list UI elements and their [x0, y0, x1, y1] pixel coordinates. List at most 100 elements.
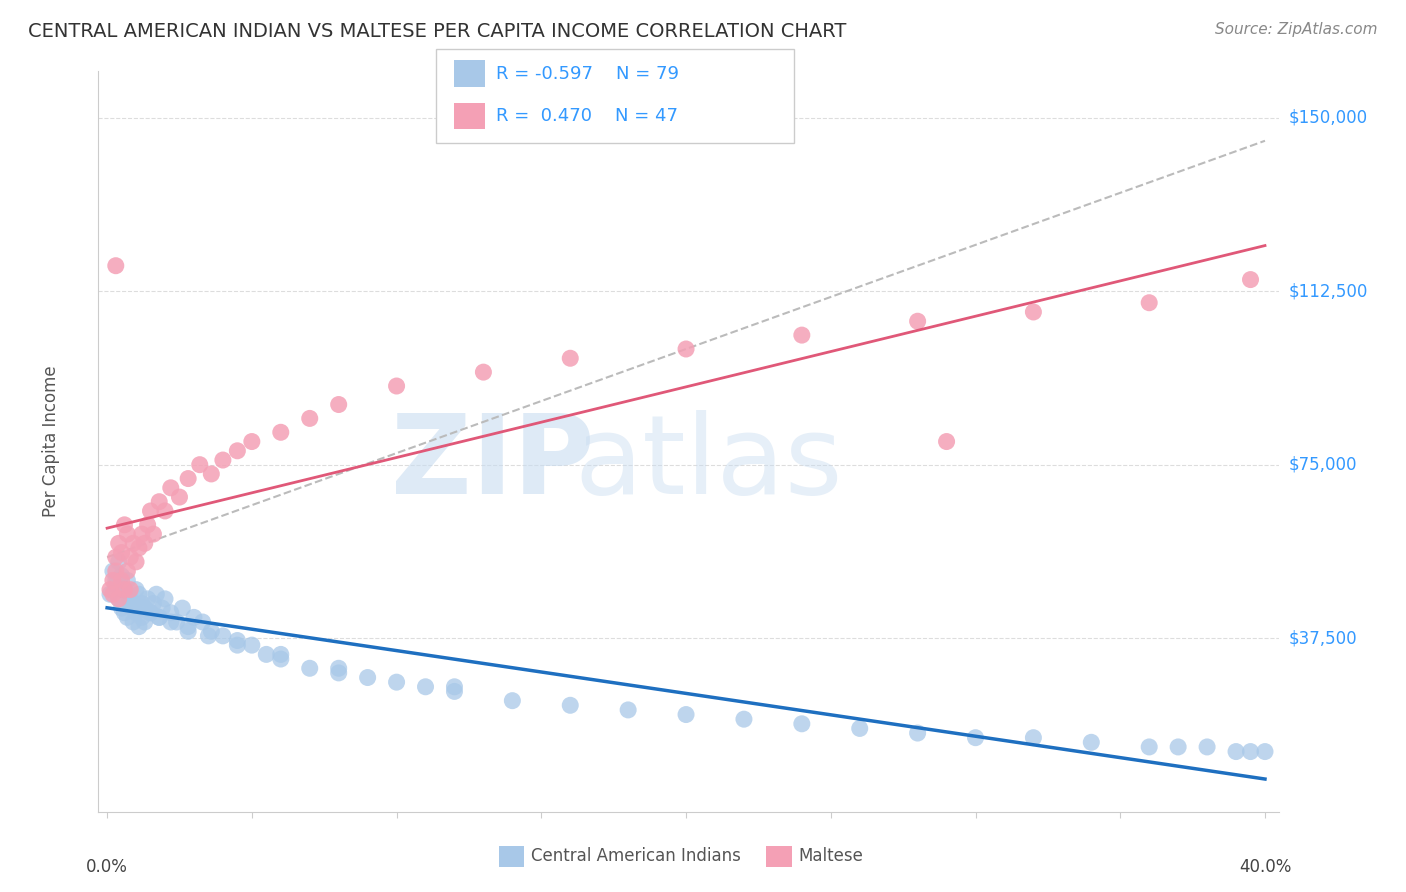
- Point: [240, 638, 263, 652]
- Point: [212, 453, 235, 467]
- Point: [122, 601, 145, 615]
- Point: [188, 458, 211, 472]
- Point: [104, 574, 127, 588]
- Point: [965, 731, 987, 745]
- Point: [114, 517, 136, 532]
- Point: [148, 610, 170, 624]
- Point: [848, 722, 870, 736]
- Text: $37,500: $37,500: [1288, 629, 1357, 648]
- Point: [150, 601, 173, 615]
- Point: [212, 629, 235, 643]
- Point: [617, 703, 640, 717]
- Point: [240, 434, 263, 449]
- Point: [183, 610, 205, 624]
- Point: [128, 619, 150, 633]
- Text: CENTRAL AMERICAN INDIAN VS MALTESE PER CAPITA INCOME CORRELATION CHART: CENTRAL AMERICAN INDIAN VS MALTESE PER C…: [28, 22, 846, 41]
- Point: [733, 712, 755, 726]
- Point: [110, 574, 132, 588]
- Point: [117, 564, 139, 578]
- Point: [1137, 739, 1160, 754]
- Point: [131, 610, 153, 624]
- Point: [117, 587, 139, 601]
- Point: [385, 675, 408, 690]
- Point: [120, 582, 142, 597]
- Point: [159, 615, 181, 629]
- Text: $150,000: $150,000: [1288, 109, 1367, 127]
- Point: [148, 494, 170, 508]
- Point: [1239, 272, 1261, 286]
- Text: atlas: atlas: [574, 410, 842, 517]
- Point: [328, 665, 350, 680]
- Point: [790, 716, 813, 731]
- Text: Source: ZipAtlas.com: Source: ZipAtlas.com: [1215, 22, 1378, 37]
- Point: [98, 587, 121, 601]
- Point: [907, 726, 929, 740]
- Point: [1022, 305, 1045, 319]
- Point: [139, 606, 162, 620]
- Point: [104, 550, 127, 565]
- Point: [443, 680, 465, 694]
- Text: R =  0.470    N = 47: R = 0.470 N = 47: [496, 107, 678, 125]
- Point: [104, 564, 127, 578]
- Point: [385, 379, 408, 393]
- Point: [907, 314, 929, 328]
- Text: 40.0%: 40.0%: [1239, 858, 1291, 876]
- Point: [169, 490, 191, 504]
- Point: [1080, 735, 1102, 749]
- Point: [110, 582, 132, 597]
- Point: [122, 615, 145, 629]
- Point: [114, 606, 136, 620]
- Point: [675, 342, 697, 356]
- Point: [254, 648, 277, 662]
- Text: $112,500: $112,500: [1288, 282, 1368, 300]
- Point: [159, 481, 181, 495]
- Text: 0.0%: 0.0%: [86, 858, 128, 876]
- Point: [328, 398, 350, 412]
- Point: [131, 527, 153, 541]
- Point: [125, 606, 148, 620]
- Point: [560, 698, 582, 713]
- Point: [131, 601, 153, 615]
- Point: [172, 601, 194, 615]
- Point: [177, 471, 200, 485]
- Point: [139, 606, 162, 620]
- Point: [200, 624, 222, 639]
- Point: [110, 545, 132, 560]
- Point: [120, 591, 142, 606]
- Point: [443, 684, 465, 698]
- Point: [270, 648, 292, 662]
- Point: [131, 597, 153, 611]
- Point: [107, 591, 129, 606]
- Point: [328, 661, 350, 675]
- Point: [472, 365, 495, 379]
- Point: [298, 411, 321, 425]
- Point: [1167, 739, 1189, 754]
- Point: [159, 606, 181, 620]
- Point: [1022, 731, 1045, 745]
- Point: [122, 597, 145, 611]
- Point: [120, 597, 142, 611]
- Point: [98, 582, 121, 597]
- Point: [675, 707, 697, 722]
- Text: Per Capita Income: Per Capita Income: [42, 366, 60, 517]
- Point: [125, 555, 148, 569]
- Point: [1197, 739, 1219, 754]
- Point: [298, 661, 321, 675]
- Point: [1137, 295, 1160, 310]
- Point: [136, 591, 159, 606]
- Text: ZIP: ZIP: [391, 410, 595, 517]
- Point: [790, 328, 813, 343]
- Point: [117, 527, 139, 541]
- Point: [191, 615, 214, 629]
- Point: [356, 671, 378, 685]
- Point: [104, 259, 127, 273]
- Point: [415, 680, 437, 694]
- Point: [1239, 745, 1261, 759]
- Point: [139, 504, 162, 518]
- Point: [134, 615, 156, 629]
- Point: [148, 610, 170, 624]
- Point: [120, 550, 142, 565]
- Point: [226, 638, 249, 652]
- Point: [177, 624, 200, 639]
- Point: [142, 527, 165, 541]
